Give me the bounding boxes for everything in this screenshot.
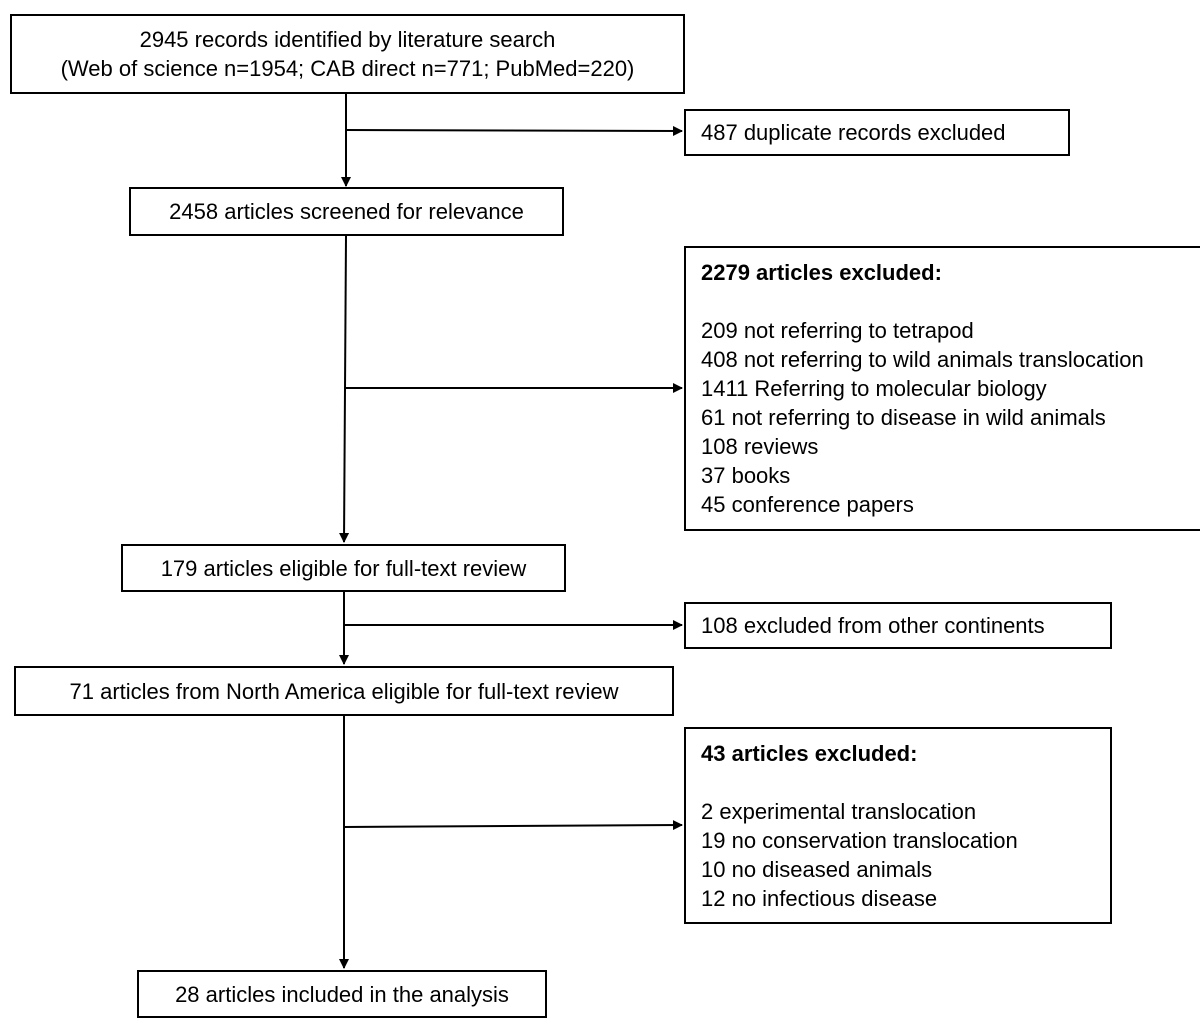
- excluded-fulltext-header: 43 articles excluded:: [701, 741, 918, 766]
- excluded-screen-header: 2279 articles excluded:: [701, 260, 942, 285]
- excluded-screen-item: 408 not referring to wild animals transl…: [701, 347, 1144, 372]
- identified-box: 2945 records identified by literature se…: [10, 14, 685, 94]
- arrow-to-duplicates: [345, 125, 683, 136]
- identified-line2: (Web of science n=1954; CAB direct n=771…: [60, 56, 635, 81]
- excluded-screen-item: 1411 Referring to molecular biology: [701, 376, 1047, 401]
- continents-box: 108 excluded from other continents: [684, 602, 1112, 649]
- continents-label: 108 excluded from other continents: [701, 613, 1045, 638]
- screened-box: 2458 articles screened for relevance: [129, 187, 564, 236]
- arrow-to-excluded-fulltext: [343, 820, 683, 831]
- identified-line1: 2945 records identified by literature se…: [139, 27, 556, 52]
- excluded-screen-item: 45 conference papers: [701, 492, 914, 517]
- included-box: 28 articles included in the analysis: [137, 970, 547, 1018]
- excluded-fulltext-item: 2 experimental translocation: [701, 799, 977, 824]
- eligible-label: 179 articles eligible for full-text revi…: [160, 555, 527, 581]
- excluded-fulltext-item: 10 no diseased animals: [701, 857, 933, 882]
- duplicates-box: 487 duplicate records excluded: [684, 109, 1070, 156]
- screened-label: 2458 articles screened for relevance: [169, 199, 524, 224]
- excluded-fulltext-box: 43 articles excluded: 2 experimental tra…: [684, 727, 1112, 924]
- included-label: 28 articles included in the analysis: [175, 981, 509, 1007]
- excluded-fulltext-item: 12 no infectious disease: [701, 886, 938, 911]
- north-america-box: 71 articles from North America eligible …: [14, 666, 674, 716]
- excluded-screen-item: 209 not referring to tetrapod: [701, 318, 974, 343]
- excluded-screen-item: 61 not referring to disease in wild anim…: [701, 405, 1106, 430]
- excluded-screen-item: 37 books: [701, 463, 791, 488]
- excluded-screen-item: 108 reviews: [701, 434, 819, 459]
- excluded-screen-box: 2279 articles excluded: 209 not referrin…: [684, 246, 1200, 531]
- duplicates-label: 487 duplicate records excluded: [701, 120, 1006, 145]
- north-america-label: 71 articles from North America eligible …: [69, 678, 619, 704]
- eligible-box: 179 articles eligible for full-text revi…: [121, 544, 566, 592]
- excluded-fulltext-item: 19 no conservation translocation: [701, 828, 1018, 853]
